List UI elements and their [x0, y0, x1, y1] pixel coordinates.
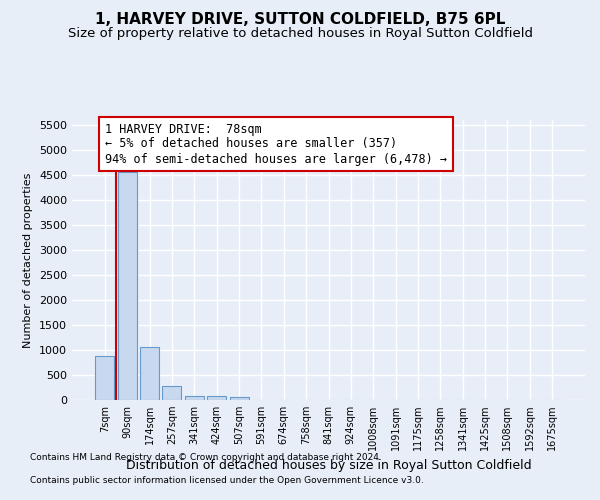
Bar — [140, 347, 159, 400]
Text: 1, HARVEY DRIVE, SUTTON COLDFIELD, B75 6PL: 1, HARVEY DRIVE, SUTTON COLDFIELD, B75 6… — [95, 12, 505, 28]
Bar — [95, 356, 115, 400]
Y-axis label: Number of detached properties: Number of detached properties — [23, 172, 34, 348]
Text: Contains HM Land Registry data © Crown copyright and database right 2024.: Contains HM Land Registry data © Crown c… — [30, 454, 382, 462]
Text: Contains public sector information licensed under the Open Government Licence v3: Contains public sector information licen… — [30, 476, 424, 485]
Bar — [118, 172, 137, 400]
Text: 1 HARVEY DRIVE:  78sqm
← 5% of detached houses are smaller (357)
94% of semi-det: 1 HARVEY DRIVE: 78sqm ← 5% of detached h… — [105, 122, 447, 166]
Bar — [207, 396, 226, 400]
Text: Size of property relative to detached houses in Royal Sutton Coldfield: Size of property relative to detached ho… — [67, 28, 533, 40]
Bar — [185, 396, 204, 400]
X-axis label: Distribution of detached houses by size in Royal Sutton Coldfield: Distribution of detached houses by size … — [125, 458, 532, 471]
Bar — [230, 397, 248, 400]
Bar — [163, 386, 181, 400]
